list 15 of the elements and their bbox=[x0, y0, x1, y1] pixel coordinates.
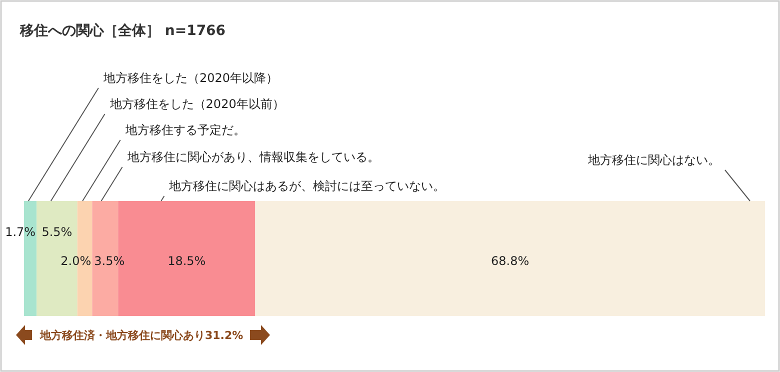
data-label: 2.0% bbox=[60, 254, 92, 268]
bar bbox=[255, 201, 765, 316]
data-label: 3.5% bbox=[94, 254, 125, 268]
text: 地方移住する予定だ。 bbox=[124, 123, 246, 137]
chart-title: 移住への関心［全体］ n=1766 bbox=[19, 22, 226, 39]
text: 地方移住済・地方移住に関心あり31.2% bbox=[39, 329, 244, 342]
text: 地方移住をした（2020年以前） bbox=[108, 97, 284, 111]
text: 地方移住に関心があり、情報収集をしている。 bbox=[126, 150, 380, 164]
series-label: 地方移住に関心はあるが、検討には至っていない。 bbox=[168, 179, 446, 193]
data-label: 68.8% bbox=[491, 254, 530, 268]
data-label: 5.5% bbox=[42, 225, 72, 239]
data-label: 18.5% bbox=[168, 254, 206, 268]
text: 地方移住をした（2020年以降） bbox=[102, 71, 278, 85]
text: 地方移住に関心はない。 bbox=[587, 153, 720, 167]
data-label: 1.7% bbox=[5, 225, 36, 239]
